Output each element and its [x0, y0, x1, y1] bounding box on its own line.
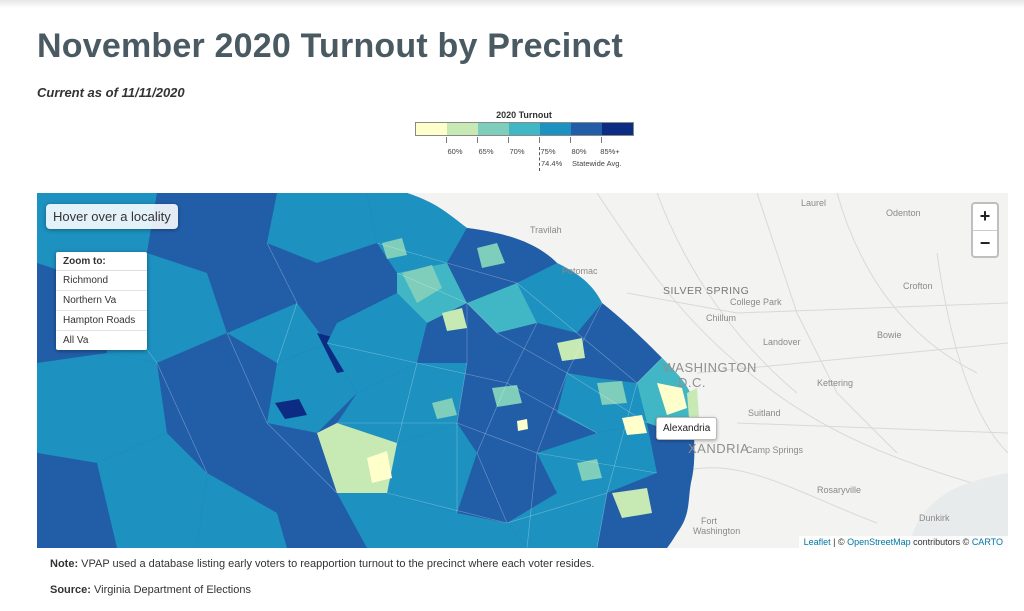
label-crofton: Crofton	[903, 281, 933, 291]
label-rosaryville: Rosaryville	[817, 485, 862, 495]
label-college-park: College Park	[730, 297, 782, 307]
label-camp-springs: Camp Springs	[746, 445, 804, 455]
legend-tick-label: 80%	[571, 147, 587, 156]
attribution-contrib: contributors ©	[910, 537, 972, 547]
note-text: VPAP used a database listing early voter…	[78, 558, 595, 570]
precinct-boundaries	[96, 242, 663, 548]
footnote: Note: VPAP used a database listing early…	[50, 558, 594, 570]
label-potomac: Potomac	[562, 266, 598, 276]
label-dc: D.C.	[678, 375, 706, 390]
locality-tooltip: Alexandria	[656, 417, 718, 440]
map-canvas[interactable]	[37, 193, 1008, 548]
label-landover: Landover	[763, 337, 801, 347]
legend-tick-label: 70%	[509, 147, 525, 156]
zoom-item-all-va[interactable]: All Va	[63, 335, 89, 346]
label-washington: WASHINGTON	[663, 360, 757, 375]
legend-swatch	[602, 123, 633, 135]
page-title: November 2020 Turnout by Precinct	[37, 27, 624, 65]
zoom-out-button[interactable]: −	[973, 230, 997, 256]
label-dunkirk: Dunkirk	[919, 513, 950, 523]
label-bowie: Bowie	[877, 330, 902, 340]
legend-tick-line	[570, 137, 571, 143]
source-label: Source:	[50, 584, 91, 596]
legend-tick-label: 65%	[478, 147, 494, 156]
legend-tick-label: 75%	[540, 147, 556, 156]
hover-hint: Hover over a locality	[46, 204, 178, 229]
legend-color-bar	[415, 122, 634, 136]
carto-link[interactable]: CARTO	[971, 537, 1003, 547]
legend-tick-label: 60%	[447, 147, 463, 156]
turnout-legend: 2020 Turnout 74.4% Statewide Avg. 60% 65%…	[415, 108, 635, 178]
legend-tick-line	[446, 137, 447, 143]
legend-swatch	[540, 123, 571, 135]
zoom-item-hampton-roads[interactable]: Hampton Roads	[56, 311, 147, 331]
precinct-layer[interactable]	[37, 193, 699, 548]
legend-swatch	[478, 123, 509, 135]
zoom-to-menu: Zoom to: Richmond Northern Va Hampton Ro…	[56, 252, 147, 350]
legend-swatch	[509, 123, 540, 135]
map-attribution: Leaflet | © OpenStreetMap contributors ©…	[798, 536, 1008, 548]
legend-swatch	[571, 123, 602, 135]
river-layer	[907, 473, 1008, 548]
source-line: Source: Virginia Department of Elections	[50, 584, 251, 596]
top-shadow	[0, 0, 1024, 8]
zoom-item-richmond[interactable]: Richmond	[56, 271, 147, 291]
legend-tick-line	[601, 137, 602, 143]
legend-title: 2020 Turnout	[496, 110, 552, 120]
leaflet-link[interactable]: Leaflet	[803, 537, 831, 547]
label-laurel: Laurel	[801, 198, 827, 208]
legend-tick-line	[508, 137, 509, 143]
attribution-sep: | ©	[830, 537, 848, 547]
source-text: Virginia Department of Elections	[90, 584, 251, 596]
legend-tick-label: 85%+	[600, 147, 620, 156]
legend-tick-line	[539, 137, 540, 143]
label-washington-town: Washington	[693, 526, 741, 536]
zoom-to-title: Zoom to:	[56, 252, 147, 271]
label-silver-spring: SILVER SPRING	[663, 285, 750, 297]
statewide-avg-value: 74.4%	[541, 159, 563, 168]
legend-swatch	[447, 123, 478, 135]
label-alexandria-map: XANDRIA	[688, 441, 750, 456]
label-fort: Fort	[701, 516, 718, 526]
legend-swatch	[416, 123, 447, 135]
map-zoom-control: + −	[971, 202, 999, 258]
statewide-avg-line	[539, 147, 540, 171]
label-suitland: Suitland	[748, 408, 781, 418]
label-travilah: Travilah	[530, 225, 562, 235]
label-odenton: Odenton	[886, 208, 921, 218]
page-subtitle: Current as of 11/11/2020	[37, 85, 185, 100]
label-kettering: Kettering	[817, 378, 854, 388]
note-label: Note:	[50, 558, 79, 570]
zoom-in-button[interactable]: +	[979, 206, 991, 226]
osm-link[interactable]: OpenStreetMap	[847, 537, 911, 547]
label-chillum: Chillum	[706, 313, 737, 323]
basemap-layer	[596, 193, 1008, 524]
zoom-item-northern-va[interactable]: Northern Va	[56, 291, 147, 311]
legend-tick-line	[477, 137, 478, 143]
turnout-map[interactable]: SILVER SPRING Laurel Odenton Travilah Po…	[37, 193, 1008, 548]
statewide-avg-label: Statewide Avg.	[572, 159, 622, 168]
legend-ticks: 74.4% Statewide Avg. 60% 65% 70% 75% 80% 85%+	[415, 137, 645, 177]
